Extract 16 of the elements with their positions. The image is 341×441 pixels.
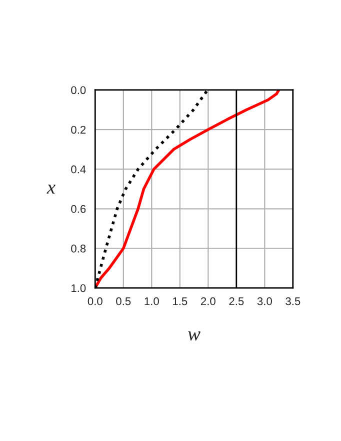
y-tick-label: 0.0 bbox=[71, 86, 86, 94]
x-tick-label: 3.0 bbox=[257, 297, 272, 306]
y-tick-label: 0.2 bbox=[71, 126, 86, 134]
x-tick-label: 2.0 bbox=[200, 297, 216, 306]
y-tick-label: 1.0 bbox=[72, 284, 86, 292]
x-tick-label: 3.5 bbox=[286, 297, 300, 306]
y-tick-label: 0.8 bbox=[71, 244, 86, 253]
y-tick-label: 0.4 bbox=[71, 165, 86, 174]
y-axis-title: x bbox=[46, 184, 56, 194]
x-tick-label: 2.5 bbox=[229, 297, 244, 306]
x-tick-label: 0.0 bbox=[88, 297, 102, 306]
x-axis-title: w bbox=[188, 331, 200, 340]
x-tick-label: 1.0 bbox=[144, 297, 159, 306]
y-tick-label: 0.6 bbox=[71, 205, 86, 213]
x-tick-label: 0.5 bbox=[116, 297, 131, 306]
x-tick-label: 1.5 bbox=[173, 297, 188, 306]
